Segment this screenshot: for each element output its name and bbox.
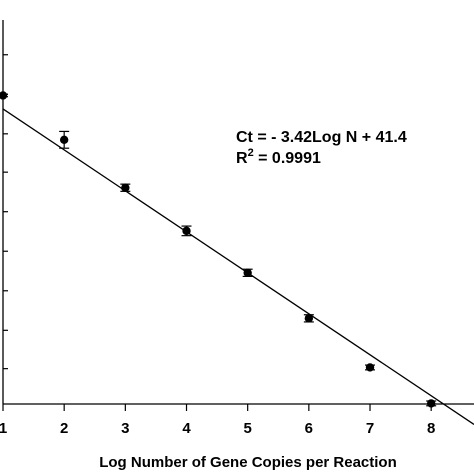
r-squared: R2 = 0.9991 xyxy=(236,147,321,167)
data-point xyxy=(121,183,130,192)
x-tick-label: 8 xyxy=(427,420,435,437)
r-squared-value: = 0.9991 xyxy=(254,150,321,167)
data-point xyxy=(0,91,8,100)
r-squared-prefix: R xyxy=(236,150,248,167)
fit-line xyxy=(2,108,474,425)
x-tick-label: 5 xyxy=(244,420,252,437)
data-point xyxy=(243,268,252,278)
data-point xyxy=(59,135,69,145)
r-squared-superscript: 2 xyxy=(248,147,254,159)
x-axis-label: Log Number of Gene Copies per Reaction xyxy=(99,454,397,471)
data-point xyxy=(182,226,191,236)
axes xyxy=(2,20,474,405)
data-points xyxy=(0,91,437,408)
data-point xyxy=(426,399,436,408)
x-tick-label: 3 xyxy=(121,420,129,437)
x-tick-label: 7 xyxy=(366,420,374,437)
ticks: 1 2 3 4 5 6 7 8 xyxy=(0,54,435,437)
data-point xyxy=(304,314,314,323)
x-tick-label: 2 xyxy=(60,420,68,437)
data-point xyxy=(365,363,375,372)
x-tick-label: 1 xyxy=(0,420,7,437)
fit-line-group xyxy=(2,108,474,425)
regression-equation: Ct = - 3.42Log N + 41.4 xyxy=(236,129,407,146)
x-tick-label: 6 xyxy=(305,420,313,437)
x-tick-label: 4 xyxy=(182,420,191,437)
